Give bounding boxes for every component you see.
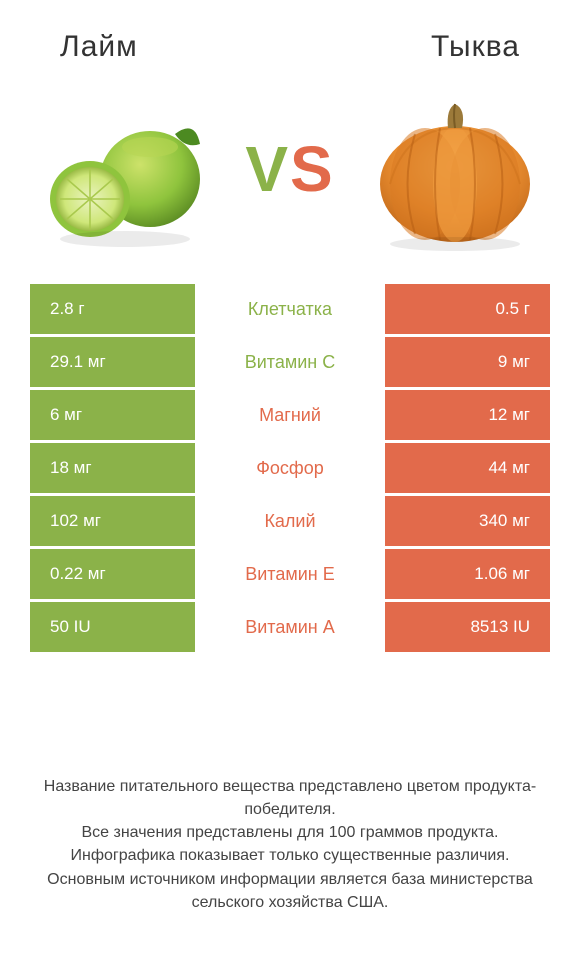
nutrient-name: Калий (195, 496, 385, 546)
left-value-cell: 29.1 мг (30, 337, 195, 387)
footer-line: Инфографика показывает только существенн… (20, 844, 560, 867)
nutrient-name: Фосфор (195, 443, 385, 493)
lime-image (40, 84, 210, 254)
footer-line: Основным источником информации является … (20, 868, 560, 914)
footer-line: Все значения представлены для 100 граммо… (20, 821, 560, 844)
left-value: 50 IU (50, 617, 91, 637)
vs-v-letter: V (245, 133, 290, 205)
footer-notes: Название питательного вещества представл… (0, 745, 580, 964)
vs-label: VS (245, 132, 334, 206)
table-row: 2.8 г Клетчатка 0.5 г (30, 284, 550, 334)
table-row: 6 мг Магний 12 мг (30, 390, 550, 440)
table-row: 50 IU Витамин A 8513 IU (30, 602, 550, 652)
table-row: 18 мг Фосфор 44 мг (30, 443, 550, 493)
nutrient-name: Клетчатка (195, 284, 385, 334)
table-row: 29.1 мг Витамин С 9 мг (30, 337, 550, 387)
nutrient-name: Магний (195, 390, 385, 440)
right-value: 340 мг (479, 511, 530, 531)
right-value: 44 мг (488, 458, 530, 478)
left-value-cell: 102 мг (30, 496, 195, 546)
right-value: 1.06 мг (474, 564, 530, 584)
nutrient-name: Витамин С (195, 337, 385, 387)
nutrient-name: Витамин E (195, 549, 385, 599)
left-value: 29.1 мг (50, 352, 106, 372)
right-value: 0.5 г (495, 299, 530, 319)
right-value: 12 мг (488, 405, 530, 425)
pumpkin-image (370, 84, 540, 254)
table-row: 102 мг Калий 340 мг (30, 496, 550, 546)
left-value-cell: 6 мг (30, 390, 195, 440)
right-value-cell: 1.06 мг (385, 549, 550, 599)
left-value: 0.22 мг (50, 564, 106, 584)
title-row: Лайм Тыква (0, 0, 580, 74)
table-row: 0.22 мг Витамин E 1.06 мг (30, 549, 550, 599)
footer-line: Название питательного вещества представл… (20, 775, 560, 821)
right-value-cell: 340 мг (385, 496, 550, 546)
hero-row: VS (0, 74, 580, 279)
right-food-title: Тыква (431, 30, 520, 64)
left-value-cell: 18 мг (30, 443, 195, 493)
left-value-cell: 0.22 мг (30, 549, 195, 599)
left-food-title: Лайм (60, 30, 138, 64)
left-value: 6 мг (50, 405, 82, 425)
right-value-cell: 9 мг (385, 337, 550, 387)
nutrient-table: 2.8 г Клетчатка 0.5 г 29.1 мг Витамин С … (0, 279, 580, 655)
right-value-cell: 44 мг (385, 443, 550, 493)
right-value: 8513 IU (470, 617, 530, 637)
right-value-cell: 12 мг (385, 390, 550, 440)
left-value-cell: 50 IU (30, 602, 195, 652)
left-value: 18 мг (50, 458, 92, 478)
right-value-cell: 0.5 г (385, 284, 550, 334)
right-value-cell: 8513 IU (385, 602, 550, 652)
left-value-cell: 2.8 г (30, 284, 195, 334)
left-value: 102 мг (50, 511, 101, 531)
left-value: 2.8 г (50, 299, 85, 319)
vs-s-letter: S (290, 133, 335, 205)
nutrient-name: Витамин A (195, 602, 385, 652)
right-value: 9 мг (498, 352, 530, 372)
